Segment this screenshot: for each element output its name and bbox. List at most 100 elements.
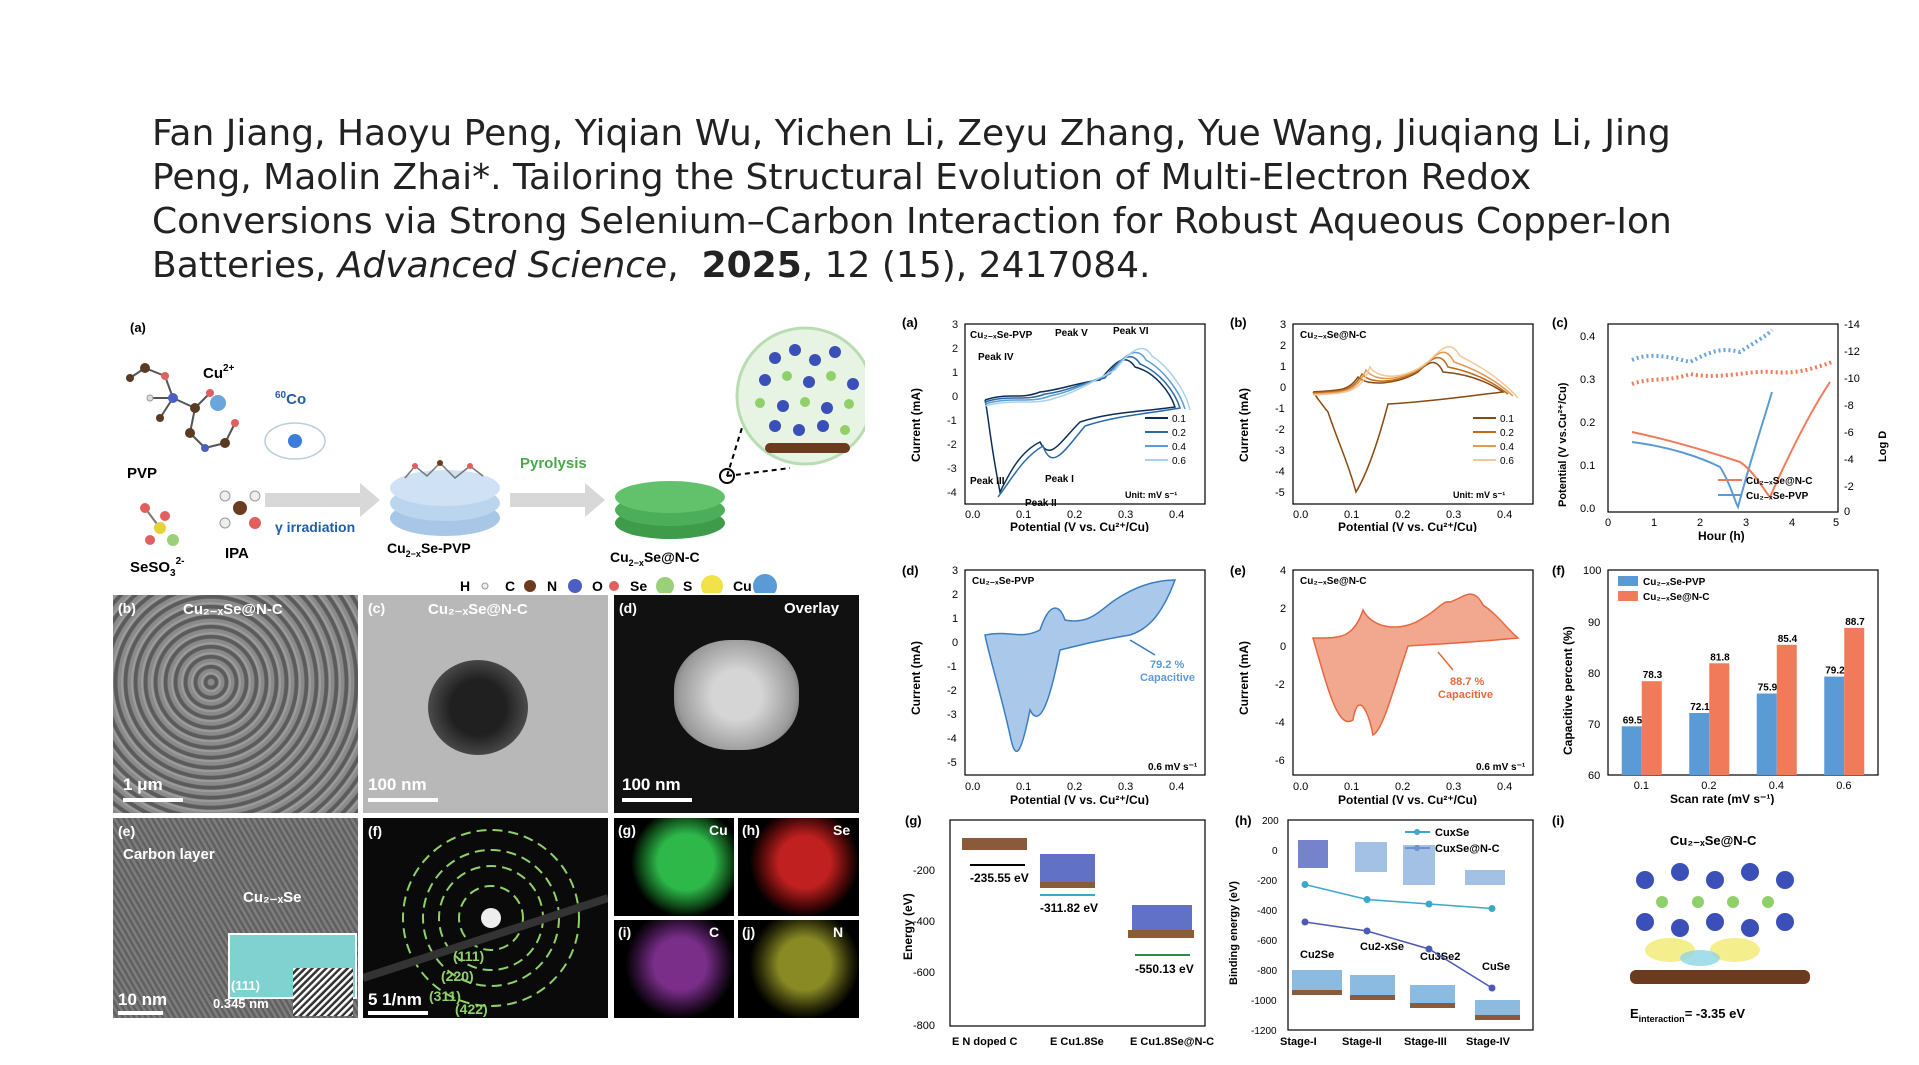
gitt-ylabel: Potential (V vs.Cu²⁺/Cu) (1557, 382, 1569, 507)
svg-text:200: 200 (1262, 816, 1279, 827)
binding-point (1363, 896, 1371, 903)
interaction-svg: (i) Cu₂₋ₓSe@N-C Einteraction= -3.35 eV (1552, 813, 1810, 1024)
cap-pvp-percent: 79.2 % (1150, 659, 1184, 671)
svg-text:Cu₂₋ₓSe-PVP: Cu₂₋ₓSe-PVP (1643, 577, 1706, 588)
cv-chart-nc: (b) 3 2 1 0 -1 -2 -3 -4 -5 0.0 0.1 0.2 0.3 0.4… (1228, 312, 1548, 534)
svg-text:0: 0 (1280, 382, 1286, 394)
svg-text:0.1: 0.1 (1016, 509, 1031, 521)
svg-text:-600: -600 (913, 967, 935, 979)
interaction-title: Cu₂₋ₓSe@N-C (1670, 833, 1757, 848)
interaction-structure (1630, 863, 1810, 984)
svg-text:E N doped C: E N doped C (952, 1036, 1017, 1048)
gitt-svg: (c) 0.0 0.1 0.2 0.3 0.4 -14 -12 -10 -8 -6 -4 … (1552, 315, 1889, 543)
svg-text:0.4: 0.4 (1172, 442, 1186, 453)
cv-nc-yticks: 3 2 1 0 -1 -2 -3 -4 -5 (1275, 319, 1286, 499)
svg-text:0.2: 0.2 (1580, 417, 1595, 429)
binding-ylabel: Binding energy (eV) (1228, 881, 1240, 985)
svg-text:Peak IV: Peak IV (978, 352, 1014, 363)
bar-nc-1 (1709, 663, 1730, 775)
svg-text:-3: -3 (947, 709, 957, 721)
bar-pvp-1 (1689, 712, 1710, 775)
eds-cu-map: (g) Cu (614, 818, 734, 916)
cv-pvp-svg: (a) 3 2 1 0 -1 -2 -3 -4 0.0 0.1 0.2 0.3 0.4 Po… (902, 315, 1206, 534)
svg-text:Stage-IV: Stage-IV (1466, 1036, 1511, 1048)
svg-text:Cu2−xSe-PVP: Cu2−xSe-PVP (387, 540, 471, 559)
pyrolysis-text: Pyrolysis (520, 455, 587, 472)
tem-scale-text: 100 nm (368, 775, 427, 794)
svg-text:-1000: -1000 (1251, 996, 1277, 1007)
eds-cu-element: Cu (709, 822, 728, 838)
ring-220: (220) (441, 968, 474, 984)
haadf-image: (d) Overlay 100 nm (614, 595, 859, 813)
svg-text:-400: -400 (913, 916, 935, 928)
gamma-text: γ irradiation (275, 519, 355, 535)
tem-scale-bar (368, 798, 438, 802)
svg-text:-1: -1 (1275, 403, 1285, 415)
svg-text:1: 1 (1651, 517, 1657, 529)
cv-nc-xlabel: Potential (V vs. Cu²⁺/Cu) (1338, 520, 1477, 532)
svg-text:Cu2+: Cu2+ (203, 363, 235, 382)
bar-pvp-2 (1756, 693, 1777, 775)
svg-text:0.6: 0.6 (1500, 456, 1514, 467)
cv-pvp-ylabel: Current (mA) (909, 388, 923, 462)
haadf-scale-text: 100 nm (622, 775, 681, 794)
svg-text:0.2: 0.2 (1067, 509, 1082, 521)
cv-nc-unit: Unit: mV s⁻¹ (1453, 490, 1505, 500)
svg-text:3: 3 (952, 319, 958, 331)
svg-text:0.1: 0.1 (1016, 781, 1031, 793)
cv-pvp-annotations: Peak IV Peak V Peak VI Peak III Peak II … (970, 326, 1149, 509)
svg-text:0.0: 0.0 (1293, 781, 1308, 793)
svg-text:0.1: 0.1 (1500, 414, 1514, 425)
pvp-text: PVP (127, 465, 157, 482)
svg-text:-2: -2 (1275, 679, 1285, 691)
cap-nc-yticks: 4 2 0 -2 -4 -6 (1275, 565, 1286, 767)
svg-text:-2: -2 (1844, 481, 1854, 493)
seso3-text: SeSO (130, 559, 170, 576)
svg-text:-200: -200 (913, 865, 935, 877)
svg-text:Peak VI: Peak VI (1113, 326, 1149, 337)
pvp-platelet-stack (390, 460, 500, 536)
svg-text:E Cu1.8Se: E Cu1.8Se (1050, 1036, 1104, 1048)
cv-nc-xticks: 0.0 0.1 0.2 0.3 0.4 (1293, 509, 1512, 521)
binding-energy-chart: (h) Binding energy (eV) 200 0 -200 -400 -6… (1220, 810, 1550, 1055)
citation-title: Tailoring the Structural Evolution of Mu… (152, 157, 1672, 286)
svg-text:60: 60 (1588, 770, 1600, 782)
svg-text:-311.82 eV: -311.82 eV (1040, 901, 1098, 915)
svg-text:60Co: 60Co (275, 390, 306, 408)
binding-point (1425, 945, 1433, 953)
eds-se-element: Se (833, 822, 851, 838)
cap-pvp-yticks: 3 2 1 0 -1 -2 -3 -4 -5 (947, 565, 958, 769)
cv-pvp-xticks: 0.0 0.1 0.2 0.3 0.4 (965, 509, 1184, 521)
eds-c-label: (i) (618, 924, 632, 940)
bar-pvp-3 (1824, 676, 1845, 775)
svg-text:O: O (592, 578, 603, 593)
svg-text:0.0: 0.0 (965, 509, 980, 521)
svg-text:-3: -3 (947, 463, 957, 475)
bar-pvp-0 (1621, 726, 1642, 775)
co60-core (288, 434, 302, 448)
cap-nc-panel-label: (e) (1230, 563, 1246, 578)
svg-text:0.4: 0.4 (1169, 509, 1184, 521)
cap-pvp-xlabel: Potential (V vs. Cu²⁺/Cu) (1010, 793, 1149, 805)
svg-text:-10: -10 (1844, 373, 1860, 385)
svg-text:-12: -12 (1844, 346, 1860, 358)
svg-text:-4: -4 (1275, 466, 1285, 478)
bar-nc-0 (1641, 681, 1662, 775)
binding-series-line-1 (1304, 921, 1493, 989)
cap-nc-rate: 0.6 mV s⁻¹ (1476, 762, 1526, 773)
cap-pvp-xticks: 0.0 0.1 0.2 0.3 0.4 (965, 781, 1184, 793)
pyrolysis-arrow (510, 483, 605, 517)
svg-text:0.0: 0.0 (965, 781, 980, 793)
haadf-label: (d) (619, 600, 637, 616)
svg-text:0.3: 0.3 (1580, 374, 1595, 386)
cv-nc-curves (1312, 346, 1519, 494)
atom-legend: H C N O Se S Cu (460, 574, 777, 598)
capacitive-chart-pvp: (d) 3 2 1 0 -1 -2 -3 -4 -5 0.0 0.1 0.2 0.3 0.4… (900, 560, 1220, 807)
product1-text: Cu (387, 540, 406, 556)
bar-panel-label: (f) (1552, 563, 1565, 578)
svg-text:1: 1 (952, 613, 958, 625)
svg-text:0: 0 (1272, 846, 1278, 857)
saed-rings (363, 829, 608, 1007)
binding-point (1425, 900, 1433, 908)
dspacing-text: 0.345 nm (213, 996, 269, 1011)
